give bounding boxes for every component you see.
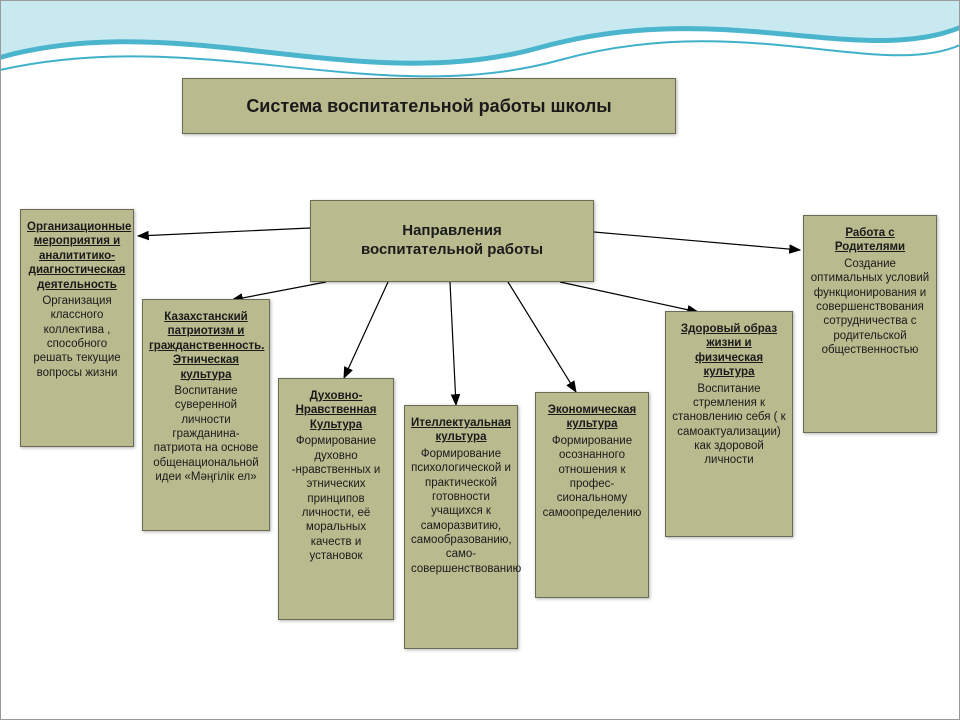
hub-line1: Направления xyxy=(317,222,587,241)
leaf-desc: Создание оптимальных условий функциониро… xyxy=(810,257,930,358)
leaf-title: Казахстанский патриотизм и гражданственн… xyxy=(149,310,263,382)
leaf-title: Работа с Родителями xyxy=(810,226,930,255)
leaf-moral: Духовно-Нравственная КультураФормировани… xyxy=(278,378,394,620)
leaf-desc: Воспитание стремления к становлению себя… xyxy=(672,382,786,468)
leaf-intellect: Ителлектуальная культураФормирование пси… xyxy=(404,405,518,649)
leaf-org: Организационные мероприятия и аналититик… xyxy=(20,209,134,447)
leaf-title: Организационные мероприятия и аналититик… xyxy=(27,220,127,292)
leaf-title: Ителлектуальная культура xyxy=(411,416,511,445)
leaf-desc: Воспитание суверенной личности гражданин… xyxy=(149,384,263,485)
leaf-econ: Экономическая культураФормирование осозн… xyxy=(535,392,649,598)
leaf-desc: Организация классного коллектива , спосо… xyxy=(27,294,127,380)
leaf-desc: Формирование осознанного отношения к про… xyxy=(542,434,642,520)
leaf-title: Экономическая культура xyxy=(542,403,642,432)
leaf-title: Здоровый образ жизни и физическая культу… xyxy=(672,322,786,380)
leaf-desc: Формирование психологической и практичес… xyxy=(411,447,511,576)
leaf-health: Здоровый образ жизни и физическая культу… xyxy=(665,311,793,537)
hub-line2: воспитательной работы xyxy=(317,241,587,260)
hub-box: Направления воспитательной работы xyxy=(310,200,594,282)
leaf-desc: Формирование духовно -нравственных и этн… xyxy=(285,434,387,563)
leaf-parents: Работа с РодителямиСоздание оптимальных … xyxy=(803,215,937,433)
title-text: Система воспитательной работы школы xyxy=(189,96,669,117)
leaf-patriot: Казахстанский патриотизм и гражданственн… xyxy=(142,299,270,531)
title-box: Система воспитательной работы школы xyxy=(182,78,676,134)
leaf-title: Духовно-Нравственная Культура xyxy=(285,389,387,432)
